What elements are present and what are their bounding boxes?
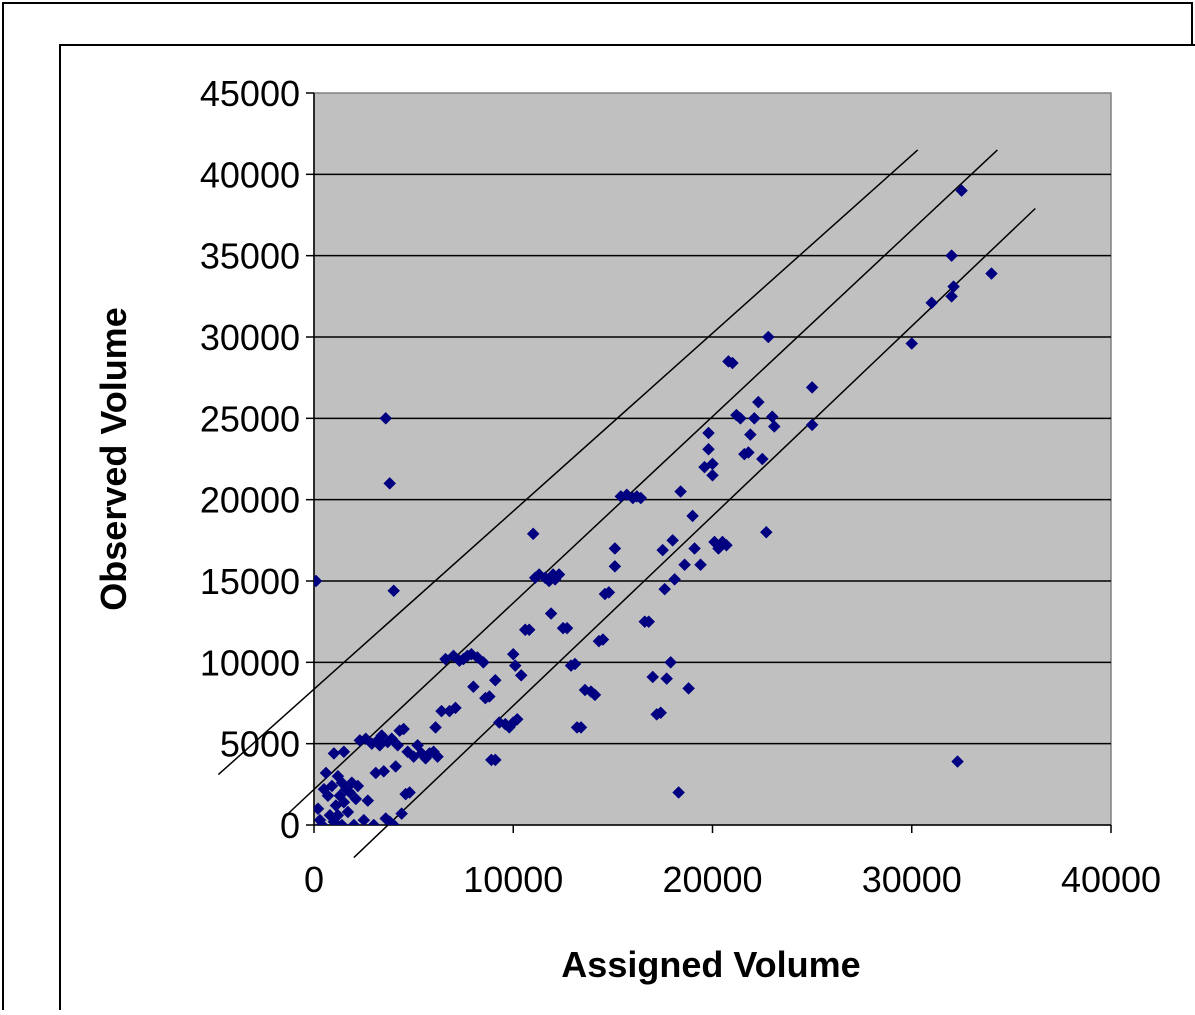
y-tick-label: 20000 (200, 480, 300, 521)
x-tick-label: 20000 (662, 859, 762, 900)
y-tick-label: 40000 (200, 154, 300, 195)
x-tick-label: 40000 (1061, 859, 1161, 900)
x-tick-label: 30000 (862, 859, 962, 900)
y-tick-label: 5000 (220, 724, 300, 765)
y-tick-label: 0 (280, 805, 300, 846)
x-axis-label: Assigned Volume (561, 944, 860, 985)
x-tick-label: 0 (304, 859, 324, 900)
y-tick-label: 35000 (200, 236, 300, 277)
y-tick-label: 10000 (200, 642, 300, 683)
y-tick-label: 45000 (200, 73, 300, 114)
y-tick-label: 30000 (200, 317, 300, 358)
y-tick-label: 15000 (200, 561, 300, 602)
y-tick-label: 25000 (200, 398, 300, 439)
x-tick-label: 10000 (463, 859, 563, 900)
y-axis-label: Observed Volume (93, 307, 134, 610)
